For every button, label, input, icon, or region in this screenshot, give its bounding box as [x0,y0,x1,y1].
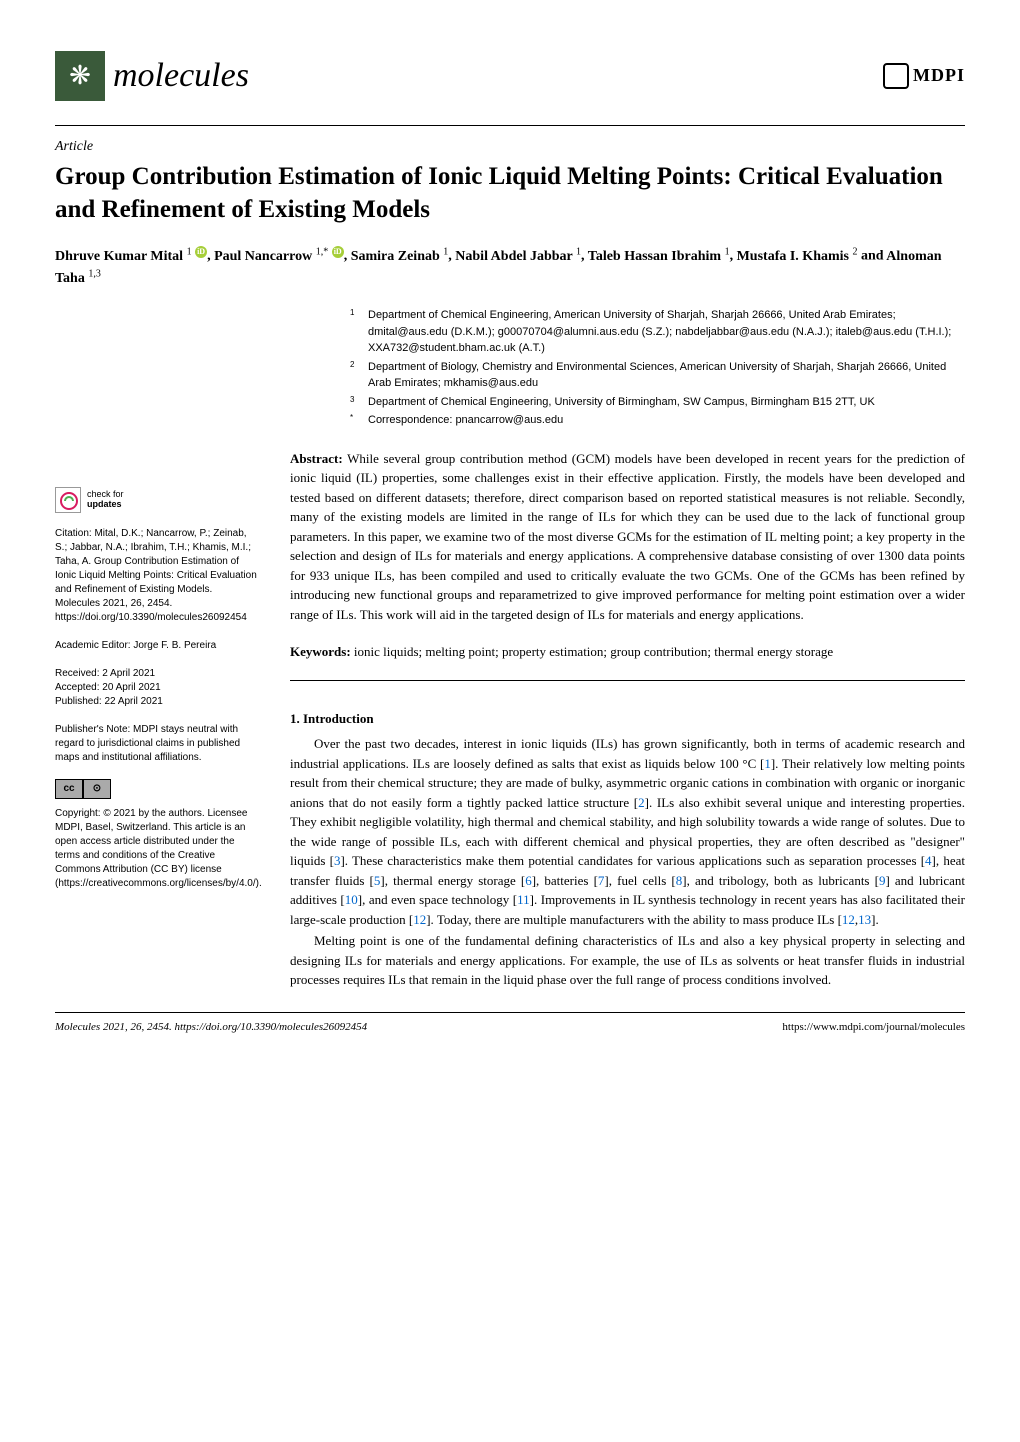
journal-logo-icon: ❋ [55,51,105,101]
abstract-label: Abstract: [290,451,343,466]
mdpi-icon [883,63,909,89]
author: Samira Zeinab 1 [351,249,449,264]
publisher-note-block: Publisher's Note: MDPI stays neutral wit… [55,723,260,765]
by-icon: ⊙ [83,779,111,799]
check-updates-icon [55,487,81,513]
footer-left: Molecules 2021, 26, 2454. https://doi.or… [55,1019,367,1036]
dates-block: Received: 2 April 2021 Accepted: 20 Apri… [55,667,260,709]
keywords: Keywords: ionic liquids; melting point; … [290,642,965,681]
ref-13[interactable]: 13 [858,912,871,927]
page-footer: Molecules 2021, 26, 2454. https://doi.or… [55,1012,965,1036]
copyright-block: Copyright: © 2021 by the authors. Licens… [55,807,260,891]
citation-block: Citation: Mital, D.K.; Nancarrow, P.; Ze… [55,527,260,625]
section-heading-intro: 1. Introduction [290,709,965,729]
author: Paul Nancarrow 1,* iD [214,249,344,264]
journal-logo: ❋ molecules [55,50,249,101]
cc-icon: cc [55,779,83,799]
ref-10[interactable]: 10 [345,892,358,907]
author: Mustafa I. Khamis 2 [737,249,858,264]
journal-name: molecules [113,50,249,101]
article-type: Article [55,136,965,157]
article-title: Group Contribution Estimation of Ionic L… [55,161,965,226]
intro-body: Over the past two decades, interest in i… [290,734,965,990]
editor-block: Academic Editor: Jorge F. B. Pereira [55,639,260,653]
affiliations: 1Department of Chemical Engineering, Ame… [350,307,965,429]
affiliation-item: *Correspondence: pnancarrow@aus.edu [350,412,965,429]
intro-para-2: Melting point is one of the fundamental … [290,931,965,990]
sidebar: check for updates Citation: Mital, D.K.;… [55,307,260,992]
affiliation-item: 3Department of Chemical Engineering, Uni… [350,394,965,411]
author: Dhruve Kumar Mital 1 iD [55,249,207,264]
ref-11[interactable]: 11 [517,892,530,907]
keywords-label: Keywords: [290,644,351,659]
ref-12[interactable]: 12 [413,912,426,927]
intro-para-1: Over the past two decades, interest in i… [290,734,965,929]
affiliation-item: 1Department of Chemical Engineering, Ame… [350,307,965,357]
author: Taleb Hassan Ibrahim 1 [588,249,730,264]
orcid-icon[interactable]: iD [332,246,344,258]
check-updates[interactable]: check for updates [55,487,260,513]
orcid-icon[interactable]: iD [195,246,207,258]
footer-right[interactable]: https://www.mdpi.com/journal/molecules [782,1019,965,1036]
abstract-text: While several group contribution method … [290,451,965,622]
publisher-name: MDPI [913,62,965,89]
ref-12b[interactable]: 12 [842,912,855,927]
main-content: 1Department of Chemical Engineering, Ame… [290,307,965,992]
affiliation-item: 2Department of Biology, Chemistry and En… [350,359,965,392]
author: Nabil Abdel Jabbar 1 [455,249,581,264]
check-updates-label: check for updates [87,490,124,510]
page-header: ❋ molecules MDPI [55,50,965,101]
cc-badge: cc ⊙ [55,779,115,799]
keywords-text: ionic liquids; melting point; property e… [354,644,833,659]
header-divider [55,125,965,126]
authors-line: Dhruve Kumar Mital 1 iD, Paul Nancarrow … [55,244,965,289]
publisher-logo: MDPI [883,62,965,89]
abstract: Abstract: While several group contributi… [290,449,965,625]
